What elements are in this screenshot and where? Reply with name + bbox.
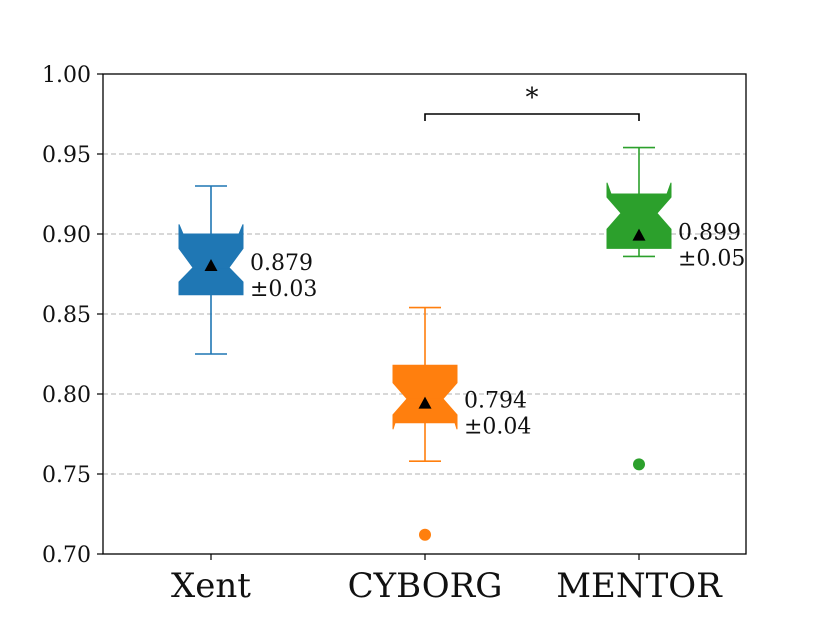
- x-axis: Xent CYBORG MENTOR: [171, 554, 723, 606]
- annotation-mean: 0.899: [678, 221, 741, 246]
- outlier-point: [633, 458, 645, 471]
- y-tick-label: 0.95: [42, 143, 91, 168]
- y-axis: 0.70 0.75 0.80 0.85 0.90 0.95 1.00: [42, 63, 103, 568]
- annotation-std: ±0.03: [250, 277, 317, 302]
- x-category-label: CYBORG: [348, 566, 503, 606]
- annotation-mean: 0.794: [464, 389, 527, 414]
- annotation-std: ±0.04: [464, 415, 531, 440]
- box-series: [178, 146, 672, 541]
- y-tick-label: 1.00: [42, 63, 91, 88]
- x-category-label: MENTOR: [556, 566, 723, 606]
- outlier-point: [419, 528, 431, 541]
- mean-marker: [204, 259, 218, 271]
- notched-box: [606, 182, 672, 249]
- y-tick-label: 0.85: [42, 303, 91, 328]
- y-tick-label: 0.70: [42, 543, 91, 568]
- box-cyborg: [392, 306, 458, 541]
- box-mentor: [606, 146, 672, 471]
- y-tick-label: 0.80: [42, 383, 91, 408]
- mean-marker: [418, 396, 432, 409]
- mean-marker: [632, 228, 646, 241]
- box-xent: [178, 185, 244, 355]
- significance-label: *: [526, 83, 539, 113]
- annotation-mean: 0.879: [250, 251, 313, 276]
- significance-bracket: *: [424, 83, 640, 121]
- y-tick-label: 0.75: [42, 463, 91, 488]
- y-tick-label: 0.90: [42, 223, 91, 248]
- bracket-line: [424, 113, 640, 121]
- value-annotations: 0.879±0.03 0.794±0.04 0.899±0.05: [250, 221, 745, 440]
- x-category-label: Xent: [171, 566, 251, 606]
- annotation-std: ±0.05: [678, 247, 745, 272]
